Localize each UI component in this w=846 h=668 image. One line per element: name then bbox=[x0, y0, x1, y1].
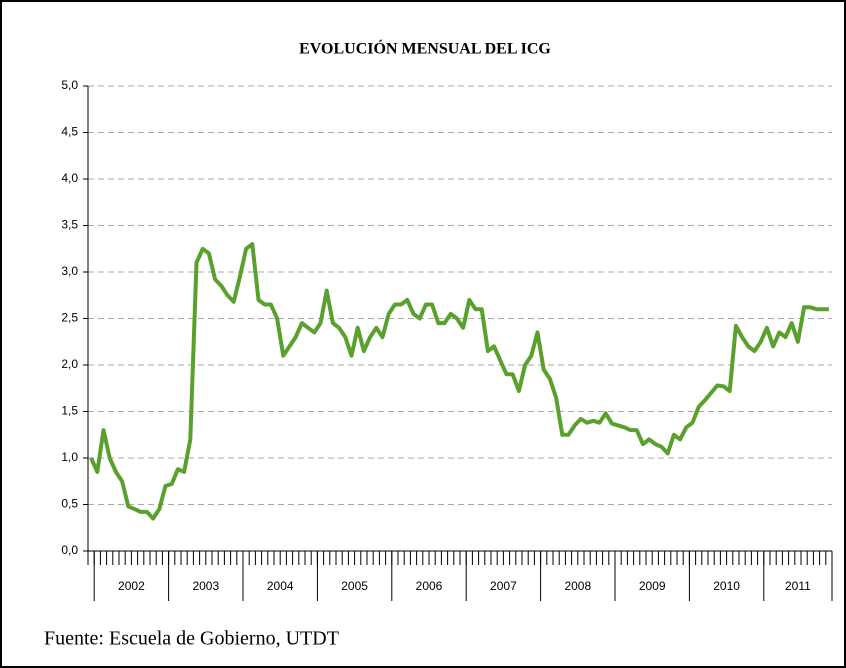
x-tick-label: 2010 bbox=[713, 579, 740, 593]
y-tick-label: 1,5 bbox=[61, 404, 78, 418]
y-tick-label: 0,0 bbox=[61, 543, 78, 557]
y-tick-label: 2,0 bbox=[61, 357, 78, 371]
chart-title: EVOLUCIÓN MENSUAL DEL ICG bbox=[299, 39, 551, 58]
x-tick-label: 2008 bbox=[564, 579, 591, 593]
x-tick-label: 2006 bbox=[416, 579, 443, 593]
y-tick-label: 3,0 bbox=[61, 264, 78, 278]
x-tick-label: 2007 bbox=[490, 579, 517, 593]
x-tick-label: 2004 bbox=[267, 579, 294, 593]
y-tick-label: 2,5 bbox=[61, 311, 78, 325]
x-tick-label: 2002 bbox=[118, 579, 145, 593]
x-tick-label: 2009 bbox=[639, 579, 666, 593]
x-tick-label: 2005 bbox=[341, 579, 368, 593]
y-tick-label: 0,5 bbox=[61, 497, 78, 511]
source-note: Fuente: Escuela de Gobierno, UTDT bbox=[44, 628, 339, 650]
y-tick-label: 4,0 bbox=[61, 171, 78, 185]
y-tick-label: 3,5 bbox=[61, 218, 78, 232]
y-tick-label: 1,0 bbox=[61, 450, 78, 464]
y-tick-label: 5,0 bbox=[61, 78, 78, 92]
x-tick-label: 2011 bbox=[785, 579, 811, 593]
y-tick-label: 4,5 bbox=[61, 125, 78, 139]
x-tick-label: 2003 bbox=[192, 579, 219, 593]
data-line bbox=[89, 242, 829, 521]
